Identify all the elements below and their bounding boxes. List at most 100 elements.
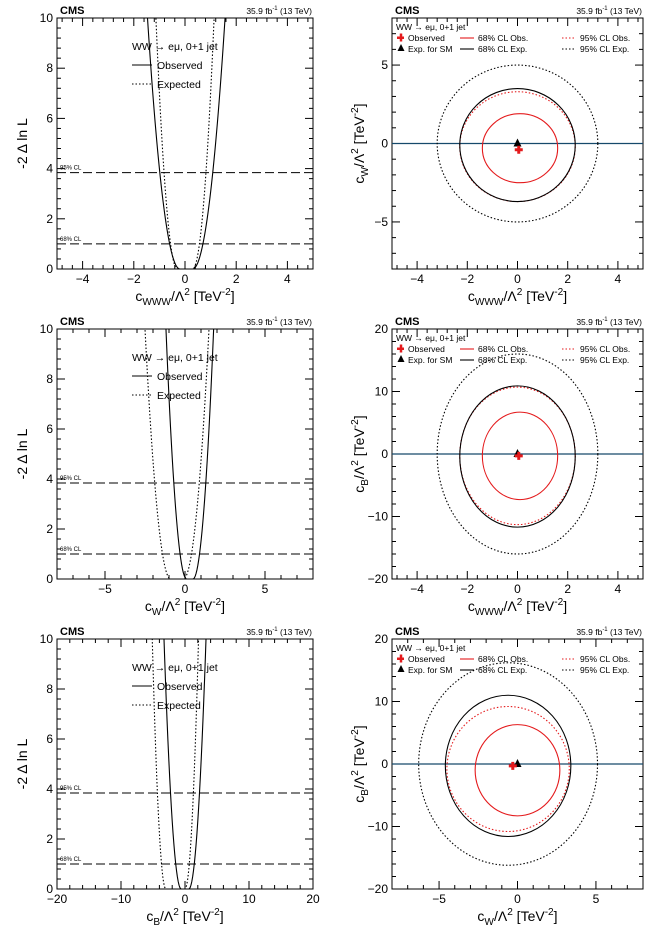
x-tick-label: −20 <box>47 892 68 906</box>
contour-68-cl-exp- <box>459 88 576 203</box>
plot-area <box>392 64 643 223</box>
cms-label: CMS <box>60 626 84 638</box>
y-tick-label: 0 <box>46 262 53 276</box>
y-tick-label: 8 <box>46 372 53 386</box>
panel-p3: CMS 35.9 fb-1 (13 TeV) −5 0 5 0 2 4 6 8 10 95% CL 68… <box>14 316 314 618</box>
cl68-label: 68% CL <box>60 857 82 863</box>
y-tick-label: 0 <box>46 882 53 896</box>
panel-p5: CMS 35.9 fb-1 (13 TeV) −20 −10 0 10 20 0 2 4 6 8 10 9… <box>14 626 320 928</box>
cl95-label: 95% CL <box>60 786 82 792</box>
y-tick-label: 5 <box>381 58 388 72</box>
observed-marker <box>514 145 523 154</box>
contour-95-cl-exp- <box>436 353 599 555</box>
plot-frame <box>56 638 314 890</box>
legend-label-expected: Expected <box>157 79 201 91</box>
panel-p1: CMS 35.9 fb-1 (13 TeV) −4 −2 0 2 4 0 2 4 6 8 10 95% C… <box>14 5 314 308</box>
x-tick-label: 0 <box>182 272 189 286</box>
x-tick-label: −2 <box>127 272 141 286</box>
x-tick-label: 2 <box>564 272 571 286</box>
cms-label: CMS <box>395 316 419 328</box>
legend-header: WW → eμ, 0+1 jet <box>396 643 466 653</box>
contour-68-cl-obs- <box>474 724 561 817</box>
expected-sm-marker <box>513 138 522 147</box>
y-tick-label: 20 <box>375 632 389 646</box>
contour-95-cl-obs- <box>446 705 570 833</box>
cl95-label: 95% CL <box>60 476 82 482</box>
y-axis-label: cB/Λ2 [TeV-2] <box>350 415 371 492</box>
legend-label: 68% CL Obs. <box>478 654 528 664</box>
legend-label: 68% CL Obs. <box>478 33 528 43</box>
y-tick-label: 6 <box>46 111 53 125</box>
legend-header: WW → eμ, 0+1 jet <box>132 662 218 674</box>
x-tick-label: −2 <box>460 582 474 596</box>
x-tick-label: 0 <box>182 892 189 906</box>
y-tick-label: 2 <box>46 522 53 536</box>
x-tick-label: −4 <box>410 582 424 596</box>
legend-label: 95% CL Obs. <box>580 654 630 664</box>
curve-observed <box>165 329 215 579</box>
legend-label: 68% CL Exp. <box>478 355 527 365</box>
x-tick-label: 0 <box>514 272 521 286</box>
panel-p4: CMS 35.9 fb-1 (13 TeV)−4 −2 0 2 4−20−1001020W… <box>350 316 644 618</box>
panel-p2: CMS 35.9 fb-1 (13 TeV) −4 −2 0 2 4 −5 0 5 WW → eμ,… <box>350 5 644 308</box>
x-tick-label: 10 <box>242 892 256 906</box>
y-tick-label: 0 <box>381 757 388 771</box>
y-tick-label: 10 <box>40 632 54 646</box>
observed-marker <box>508 761 517 770</box>
y-tick-label: 10 <box>40 11 54 25</box>
legend-label: Exp. for SM <box>408 44 452 54</box>
x-tick-label: 4 <box>284 272 291 286</box>
curve-observed <box>163 639 207 889</box>
legend-sm-triangle <box>397 355 405 362</box>
plot-area <box>57 639 313 889</box>
cl68-label: 68% CL <box>60 547 82 553</box>
legend-label-observed: Observed <box>157 681 203 693</box>
legend-label-observed: Observed <box>157 371 203 383</box>
y-tick-label: 6 <box>46 732 53 746</box>
observed-marker <box>514 451 523 460</box>
y-tick-label: −10 <box>368 510 389 524</box>
legend-label: Exp. for SM <box>408 665 452 675</box>
legend-label: Observed <box>408 344 445 354</box>
legend-label: 95% CL Exp. <box>580 44 629 54</box>
x-tick-label: −4 <box>410 272 424 286</box>
cl68-label: 68% CL <box>60 237 82 243</box>
lumi-label: 35.9 fb-1 (13 TeV) <box>576 6 642 16</box>
legend-label: 68% CL Exp. <box>478 665 527 675</box>
plot-area <box>392 662 643 866</box>
y-tick-label: 4 <box>46 162 53 176</box>
panel-p6: CMS 35.9 fb-1 (13 TeV) −5 0 5 −20 −10 0 10 20 WW →… <box>350 626 644 928</box>
cms-label: CMS <box>395 5 419 17</box>
cms-label: CMS <box>395 626 419 638</box>
x-tick-label: 0 <box>514 582 521 596</box>
lumi-label: 35.9 fb-1 (13 TeV) <box>576 627 642 637</box>
x-tick-label: 0 <box>182 582 189 596</box>
x-tick-label: 0 <box>514 892 521 906</box>
legend-header: WW → eμ, 0+1 jet <box>132 352 218 364</box>
legend-label-expected: Expected <box>157 390 201 402</box>
x-axis-label: cW/Λ2 [TeV-2] <box>477 907 557 928</box>
y-tick-label: −20 <box>368 572 389 586</box>
legend-label-expected: Expected <box>157 700 201 712</box>
x-tick-label: 20 <box>306 892 320 906</box>
legend-label: 95% CL Exp. <box>580 355 629 365</box>
x-tick-label: 5 <box>262 582 269 596</box>
legend-label-observed: Observed <box>157 60 203 72</box>
plot-area <box>57 18 313 269</box>
legend-header: WW → eμ, 0+1 jet <box>396 333 466 343</box>
x-tick-label: 5 <box>593 892 600 906</box>
contour-95-cl-exp- <box>436 64 599 223</box>
plot-area <box>392 353 643 555</box>
legend-label: Exp. for SM <box>408 355 452 365</box>
lumi-label: 35.9 fb-1 (13 TeV) <box>576 317 642 327</box>
legend-header: WW → eμ, 0+1 jet <box>132 41 218 53</box>
x-tick-label: 4 <box>615 272 622 286</box>
x-tick-label: −4 <box>76 272 90 286</box>
x-tick-label: −2 <box>460 272 474 286</box>
legend-observed-cross <box>397 33 404 42</box>
cl95-label: 95% CL <box>60 166 82 172</box>
plot-area <box>57 329 313 579</box>
curve-expected <box>144 329 210 579</box>
x-axis-label: cWWW/Λ2 [TeV-2] <box>135 287 234 308</box>
